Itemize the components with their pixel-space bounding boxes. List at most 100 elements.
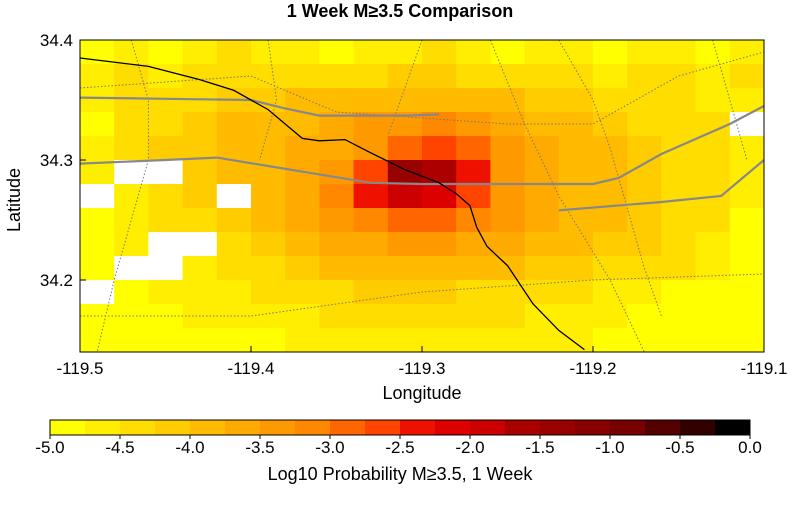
grid-cell [422,280,457,305]
grid-cell [114,328,149,352]
grid-cell [422,256,457,281]
grid-cell [593,112,628,137]
grid-cell [148,256,184,281]
grid-cell [216,280,252,305]
grid-cell [114,184,149,209]
grid-cell [490,328,526,352]
grid-cell [251,184,286,209]
x-axis-label: Longitude [382,383,461,403]
grid-cell [80,328,115,352]
grid-cell [387,280,423,305]
grid-cell [456,64,491,89]
grid-cell [422,328,457,352]
grid-cell [593,40,628,65]
grid-cell [148,160,184,185]
grid-cell [216,136,252,161]
grid-cell [558,136,594,161]
grid-cell [285,64,320,89]
grid-cell [353,328,389,352]
grid-cell [456,112,491,137]
grid-cell [353,280,389,305]
grid-cell [695,40,731,65]
grid-cell [456,40,491,65]
grid-cell [148,208,184,233]
colorbar-tick-label: -3.0 [315,438,344,457]
highway-line [80,96,440,117]
grid-cell [524,280,560,305]
grid-cell [319,232,355,257]
grid-cell [593,208,628,233]
colorbar-swatch [610,420,646,435]
colorbar-ticks: -5.0 -4.5 -4.0 -3.5 -3.0 -2.5 -2.0 -1.5 -1.0 -0.5… [35,435,762,457]
grid-cell [114,88,149,113]
grid-cell [695,256,731,281]
grid-cell [353,232,389,257]
map-plot-area [79,39,765,353]
y-tick-label: 34.3 [40,151,73,170]
grid-cell [387,304,423,329]
grid-cell [387,136,423,161]
grid-cell [627,112,662,137]
grid-cell [353,40,389,65]
grid-cell [593,280,628,305]
grid-cell [285,184,320,209]
grid-cell [627,208,662,233]
grid-cell [114,232,149,257]
grid-cell [387,184,423,209]
grid-cell [148,184,184,209]
fault-line [80,51,764,125]
grid-cell [353,136,389,161]
grid-cell [387,40,423,65]
grid-cell [558,88,594,113]
grid-cell [422,208,457,233]
grid-cell [661,184,697,209]
grid-cell [80,232,115,257]
grid-cell [387,256,423,281]
grid-cell [695,232,731,257]
colorbar-swatch [260,420,296,435]
grid-cell [319,304,355,329]
colorbar-tick-label: -0.5 [665,438,694,457]
grid-cell [353,88,389,113]
x-axis-ticks: -119.5 -119.4 -119.3 -119.2 -119.1 [57,346,788,378]
grid-cell [695,112,731,137]
grid-cell [285,112,320,137]
grid-cell [422,112,457,137]
grid-cell [80,280,115,305]
grid-cell [490,40,526,65]
grid-cell [627,64,662,89]
grid-cell [251,232,286,257]
grid-cell [661,40,697,65]
grid-cell [216,160,252,185]
grid-cell [627,40,662,65]
grid-cell [319,208,355,233]
grid-cell [422,184,457,209]
colorbar-swatch [470,420,506,435]
fault-line [96,40,149,352]
grid-cell [216,328,252,352]
colorbar-tick-label: -4.0 [175,438,204,457]
grid-cell [593,256,628,281]
grid-cell [490,88,526,113]
grid-cell [524,184,560,209]
grid-cell [558,208,594,233]
grid-cell [593,328,628,352]
grid-cell [251,280,286,305]
grid-cell [490,64,526,89]
grid-cell [558,256,594,281]
grid-cell [729,64,764,89]
grid-cell [729,256,764,281]
grid-cell [627,328,662,352]
grid-cell [490,112,526,137]
x-tick-label: -119.1 [741,359,788,378]
grid-cell [558,232,594,257]
grid-cell [251,64,286,89]
grid-cell [661,112,697,137]
grid-cell [422,304,457,329]
grid-cell [627,304,662,329]
grid-cell [422,64,457,89]
grid-cell [387,88,423,113]
grid-cell [627,88,662,113]
grid-cell [593,64,628,89]
grid-cell [319,160,355,185]
